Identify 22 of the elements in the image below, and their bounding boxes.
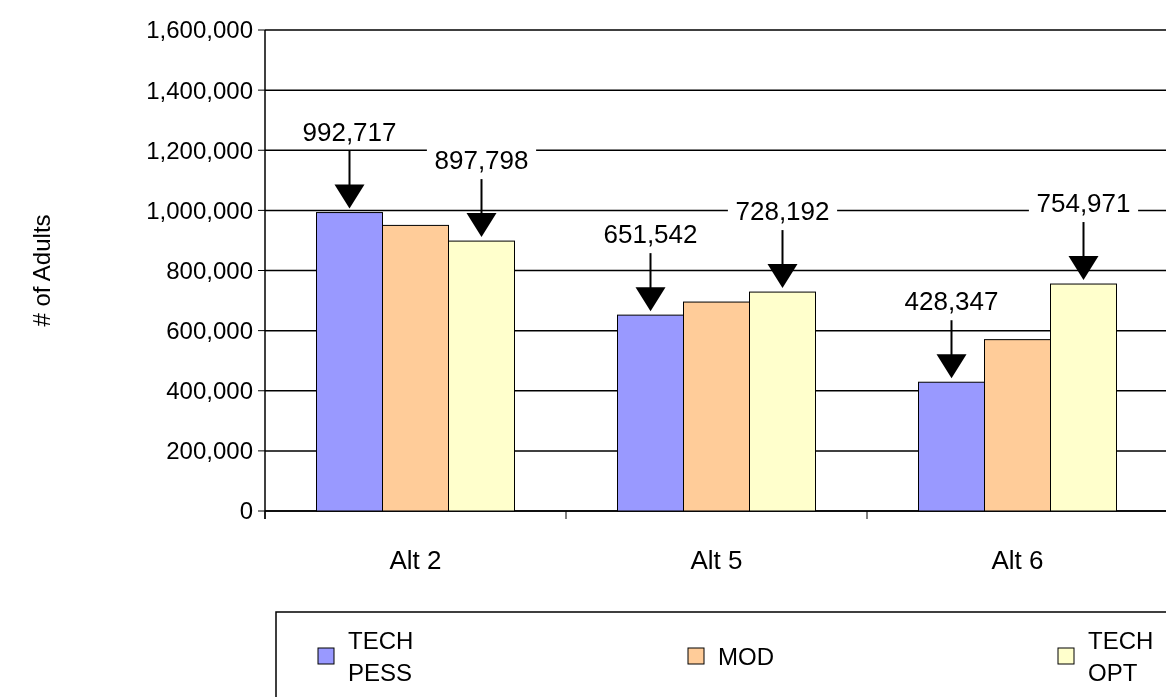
y-tick-label: 0	[239, 497, 253, 525]
y-tick-label: 1,200,000	[146, 136, 253, 164]
y-tick-label: 200,000	[166, 437, 253, 465]
data-label: 651,542	[603, 219, 698, 250]
y-tick-label: 400,000	[166, 377, 253, 405]
legend-label: TECH PESS	[348, 627, 414, 687]
legend-label: MOD	[718, 643, 774, 671]
x-tick-label: Alt 2	[389, 545, 442, 575]
y-tick-label: 1,600,000	[146, 16, 253, 44]
legend-label: TECH OPT	[1088, 627, 1154, 687]
data-label: 897,798	[434, 145, 529, 176]
y-tick-label: 800,000	[166, 256, 253, 284]
x-tick-label: Alt 6	[991, 545, 1044, 575]
data-label: 428,347	[904, 286, 999, 317]
y-tick-label: 1,400,000	[146, 76, 253, 104]
x-tick-label: Alt 5	[690, 545, 743, 575]
y-tick-label: 1,000,000	[146, 196, 253, 224]
data-label: 754,971	[1036, 188, 1131, 219]
data-label: 728,192	[735, 196, 830, 227]
y-axis-title: # of Adults	[28, 214, 55, 327]
data-label: 992,717	[302, 116, 397, 147]
y-tick-label: 600,000	[166, 317, 253, 345]
